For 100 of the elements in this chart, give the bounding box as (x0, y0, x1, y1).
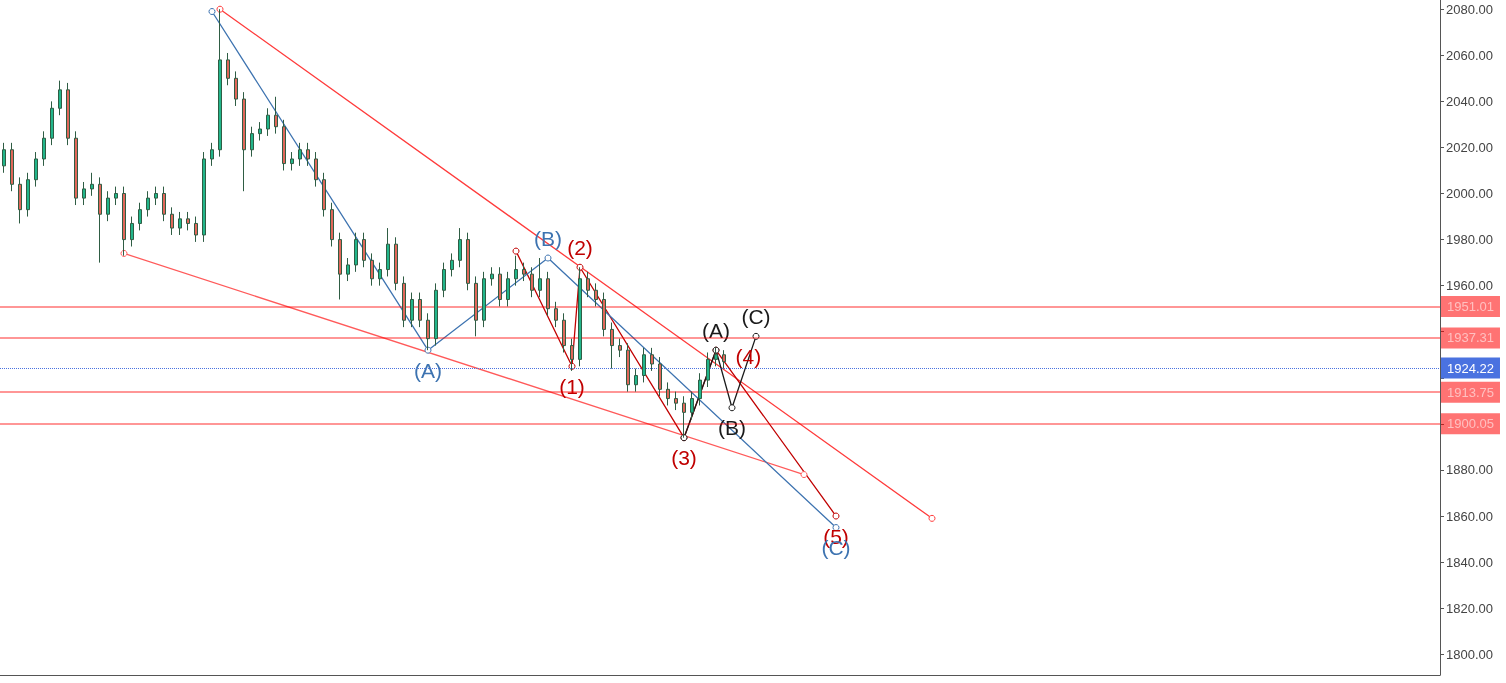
candlestick (698, 372, 702, 406)
candlestick (138, 202, 142, 231)
candlestick (42, 130, 46, 167)
candlestick (610, 322, 614, 370)
candlestick (674, 391, 678, 411)
y-tick-label: 2080.00 (1446, 1, 1493, 17)
candlestick (258, 121, 262, 142)
candlestick (378, 262, 382, 287)
candlestick (130, 216, 134, 247)
candlestick (666, 381, 670, 406)
candlestick (26, 172, 30, 218)
candlestick (402, 275, 406, 328)
point (752, 332, 760, 340)
candlestick (66, 82, 70, 146)
annotation: (C) (741, 304, 771, 328)
candlestick (82, 181, 86, 206)
candlestick (506, 271, 510, 307)
candlestick (98, 176, 102, 264)
y-tick-label: 1860.00 (1446, 508, 1493, 524)
candlestick (418, 292, 422, 328)
candlestick (362, 232, 366, 268)
candlestick (2, 142, 6, 174)
point (544, 254, 552, 262)
candlestick (594, 282, 598, 307)
candlestick (714, 347, 718, 367)
candlestick (482, 271, 486, 328)
candlestick (202, 151, 206, 243)
ref-line-label: 1900.05 (1447, 416, 1494, 432)
ref-line-label: 1951.01 (1447, 298, 1494, 314)
annotation: (A) (702, 318, 730, 342)
candlestick (330, 202, 334, 247)
annotation: (3) (671, 446, 697, 470)
candlestick (554, 301, 558, 328)
candlestick (602, 292, 606, 337)
candlestick (250, 126, 254, 158)
annotation: (1) (559, 374, 585, 398)
ref-line-label: 1924.22 (1447, 360, 1494, 376)
y-tick-label: 2040.00 (1446, 93, 1493, 109)
point (512, 247, 520, 255)
y-tick-label: 1960.00 (1446, 278, 1493, 294)
y-tick-label: 1840.00 (1446, 554, 1493, 570)
candlestick (434, 282, 438, 347)
candlestick (106, 190, 110, 222)
candlestick (650, 347, 654, 372)
candlestick (498, 266, 502, 307)
candlestick (34, 151, 38, 188)
candlestick (618, 338, 622, 358)
y-tick-label: 1980.00 (1446, 232, 1493, 248)
candlestick (50, 100, 54, 146)
candlestick (338, 232, 342, 300)
candlestick (178, 211, 182, 236)
candlestick (210, 142, 214, 167)
candlestick (722, 349, 726, 370)
candlestick (450, 252, 454, 277)
candlestick (282, 119, 286, 171)
candlestick (266, 107, 270, 137)
candlestick (58, 80, 62, 116)
y-tick-label: 2000.00 (1446, 186, 1493, 202)
y-tick-label: 2060.00 (1446, 47, 1493, 63)
y-tick-label: 1820.00 (1446, 600, 1493, 616)
candlestick (458, 227, 462, 268)
annotation: (2) (567, 235, 593, 259)
candlestick (306, 142, 310, 167)
candlestick (314, 151, 318, 188)
candlestick (474, 275, 478, 337)
point (800, 471, 808, 479)
candlestick (274, 96, 278, 135)
candlestick (634, 368, 638, 393)
candlestick (522, 262, 526, 282)
candlestick (154, 186, 158, 206)
candlestick (514, 255, 518, 287)
candlestick (226, 52, 230, 86)
candlestick (442, 262, 446, 298)
candlestick (690, 391, 694, 420)
candlestick (658, 356, 662, 397)
y-tick-label: 2020.00 (1446, 139, 1493, 155)
candlestick (114, 186, 118, 206)
candlestick (538, 257, 542, 298)
candlestick (298, 142, 302, 167)
candlestick (562, 312, 566, 353)
candlestick (706, 351, 710, 388)
candlestick (354, 232, 358, 273)
candlestick (386, 227, 390, 277)
candlestick (546, 271, 550, 317)
candlestick (578, 266, 582, 367)
candlestick (682, 395, 686, 439)
candlestick (234, 70, 238, 107)
candlestick (322, 172, 326, 218)
candlestick (346, 257, 350, 282)
point (208, 8, 216, 16)
candlestick (410, 292, 414, 328)
candlestick (586, 271, 590, 298)
candlestick (18, 176, 22, 224)
candlestick (242, 91, 246, 192)
candlestick (74, 130, 78, 206)
ref-line-label: 1913.75 (1447, 384, 1494, 400)
candlestick (426, 312, 430, 351)
candlestick (10, 142, 14, 192)
candlestick (162, 186, 166, 222)
point (832, 512, 840, 520)
